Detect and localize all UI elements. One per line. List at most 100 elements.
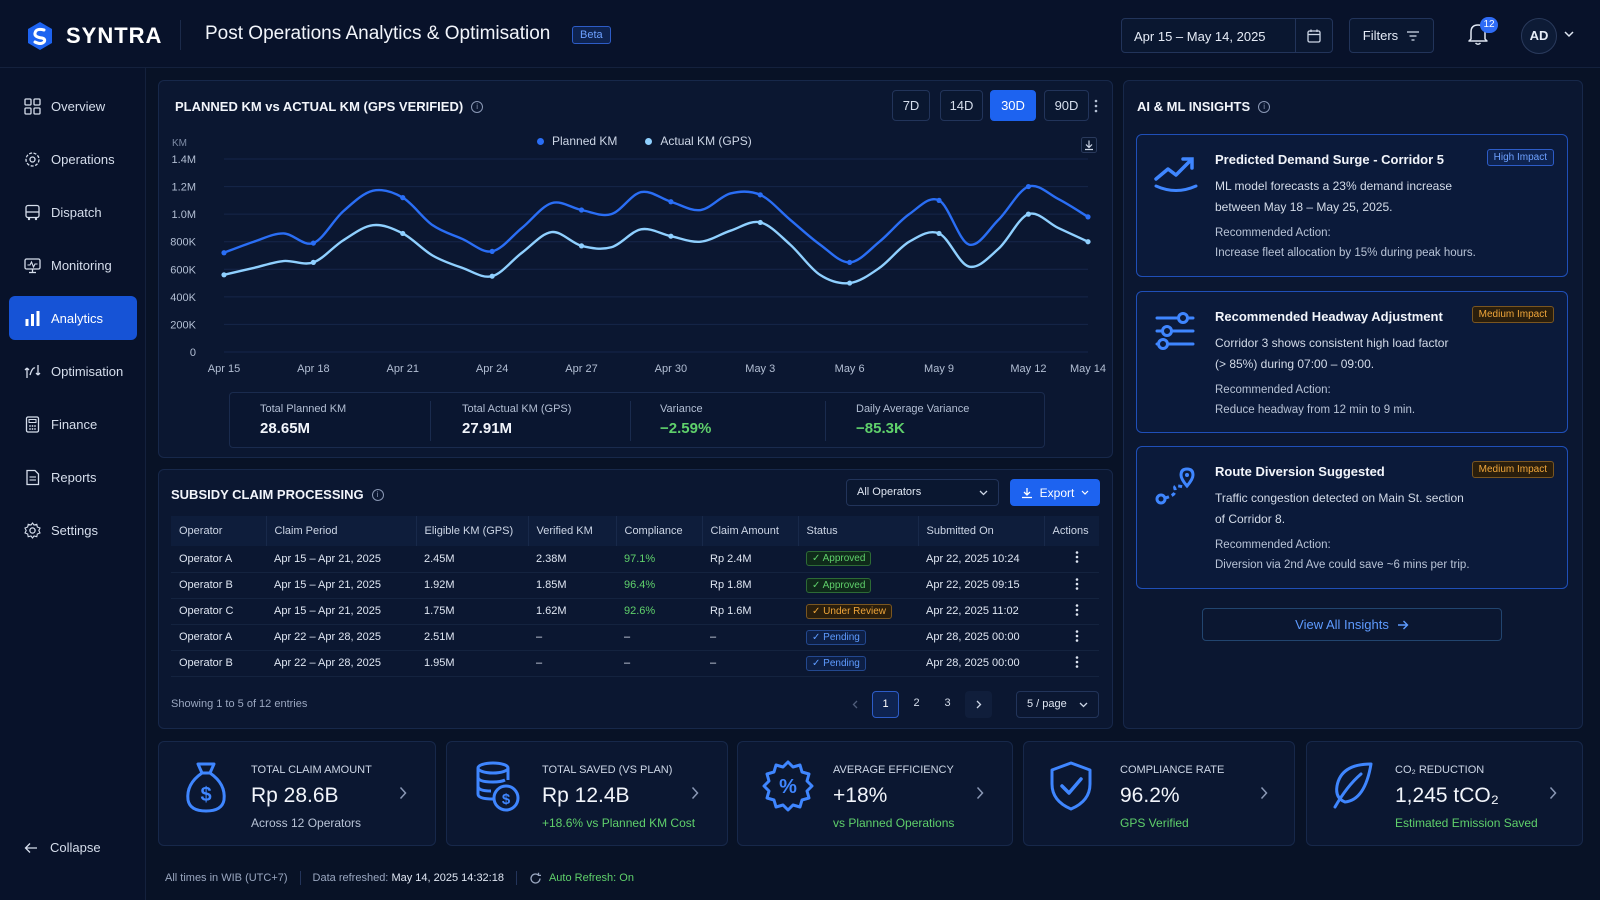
view-all-insights-button[interactable]: View All Insights [1202,608,1502,641]
series-line-actual [223,212,1089,285]
sidebar-item-reports[interactable]: Reports [9,455,137,499]
insight-card-headway[interactable]: Recommended Headway Adjustment Medium Im… [1136,291,1568,433]
kpi-value: 96.2% [1120,784,1180,807]
pagination-prev-button[interactable] [841,691,868,718]
status-footer: All times in WIB (UTC+7) Data refreshed:… [165,871,634,885]
claims-table-body: Operator A Apr 15 – Apr 21, 2025 2.45M 2.38… [171,546,1099,677]
cell-verified: – [528,624,616,651]
data-point [400,195,406,201]
table-row[interactable]: Operator A Apr 22 – Apr 28, 2025 2.51M – – – ✓… [171,624,1099,651]
pagination-page-2[interactable]: 2 [913,697,920,709]
insight-card-route-diversion[interactable]: Route Diversion Suggested Medium Impact … [1136,446,1568,589]
sidebar-item-finance[interactable]: Finance [9,402,137,446]
check-icon: ✓ [812,657,824,669]
user-avatar[interactable]: AD [1521,18,1557,54]
monitor-icon [24,257,41,273]
kpi-total-saved[interactable]: $ TOTAL SAVED (VS PLAN) Rp 12.4B +18.6% … [446,741,728,846]
pagination-page-1[interactable]: 1 [872,691,899,718]
kpi-average-efficiency[interactable]: % AVERAGE EFFICIENCY +18% vs Planned Ope… [737,741,1013,846]
summary-value: −2.59% [660,420,712,437]
calendar-icon[interactable] [1306,28,1322,44]
data-point [221,250,227,256]
kpi-compliance-rate[interactable]: COMPLIANCE RATE 96.2% GPS Verified [1023,741,1295,846]
operator-filter-select[interactable]: All Operators [846,479,999,506]
y-tick-label: 200K [170,319,196,331]
collapse-sidebar-button[interactable]: Collapse [24,840,101,855]
recommended-action: Recommended Action: Reduce headway from … [1215,380,1415,420]
col-claim-period[interactable]: Claim Period [266,516,417,546]
info-icon[interactable]: i [471,100,484,113]
filters-button[interactable]: Filters [1349,18,1434,53]
legend-planned[interactable]: Planned KM [537,134,617,148]
cell-period: Apr 15 – Apr 21, 2025 [266,572,416,599]
kpi-total-claim-amount[interactable]: $ TOTAL CLAIM AMOUNT Rp 28.6B Across 12 … [158,741,436,846]
chevron-down-icon [1079,702,1088,708]
sidebar-item-overview[interactable]: Overview [9,84,137,128]
table-row[interactable]: Operator B Apr 15 – Apr 21, 2025 1.92M 1.85… [171,572,1099,599]
range-14d-button[interactable]: 14D [940,90,983,121]
more-options-icon[interactable] [1074,655,1080,669]
cell-eligible: 2.51M [416,624,528,651]
col-submitted-on[interactable]: Submitted On [918,516,1045,546]
col-compliance[interactable]: Compliance [616,516,703,546]
sidebar-item-settings[interactable]: Settings [9,508,137,552]
date-range-picker[interactable]: Apr 15 – May 14, 2025 [1121,18,1333,53]
chevron-down-icon[interactable] [1564,30,1574,38]
filters-label: Filters [1362,28,1399,43]
brand-logo[interactable]: SYNTRA [24,20,162,52]
sidebar-item-analytics[interactable]: Analytics [9,296,137,340]
export-button[interactable]: Export [1010,479,1100,506]
status-badge: ✓ Pending [806,655,866,671]
table-row[interactable]: Operator B Apr 22 – Apr 28, 2025 1.95M – – – ✓… [171,650,1099,677]
col-operator[interactable]: Operator [171,516,267,546]
cell-eligible: 1.92M [416,572,528,599]
col-claim-amount[interactable]: Claim Amount [702,516,799,546]
sidebar-item-operations[interactable]: Operations [9,137,137,181]
col-status[interactable]: Status [798,516,919,546]
range-7d-button[interactable]: 7D [892,90,930,121]
download-icon[interactable] [1081,137,1097,153]
range-30d-button[interactable]: 30D [990,90,1036,121]
route-pin-icon [1155,467,1195,505]
data-point [936,230,942,237]
auto-refresh-toggle[interactable]: Auto Refresh: On [529,872,634,885]
insight-line: of Corridor 8. [1215,512,1286,526]
insight-card-demand-surge[interactable]: Predicted Demand Surge - Corridor 5 High… [1136,134,1568,277]
per-page-select[interactable]: 5 / page [1016,691,1099,718]
cell-period: Apr 22 – Apr 28, 2025 [266,650,416,677]
sidebar-item-optimisation[interactable]: Optimisation [9,349,137,393]
more-options-icon[interactable] [1074,629,1080,643]
cell-status: ✓ Pending [798,624,918,651]
summary-total-planned: Total Planned KM 28.65M [260,403,346,437]
more-options-icon[interactable] [1093,98,1099,114]
col-verified-km[interactable]: Verified KM [528,516,617,546]
pagination-page-3[interactable]: 3 [944,697,951,709]
sidebar-item-dispatch[interactable]: Dispatch [9,190,137,234]
cell-compliance: – [616,624,702,651]
claims-table-header: Operator Claim Period Eligible KM (GPS) … [171,516,1099,546]
more-options-icon[interactable] [1074,550,1080,564]
header-row: Operator Claim Period Eligible KM (GPS) … [171,516,1099,546]
col-eligible-km[interactable]: Eligible KM (GPS) [416,516,529,546]
grid-icon [24,97,41,115]
info-icon[interactable]: i [1258,100,1271,113]
summary-label: Total Planned KM [260,403,347,415]
pagination-next-button[interactable] [965,691,992,718]
legend-actual-label: Actual KM (GPS) [660,134,752,148]
cell-eligible: 2.45M [416,546,528,573]
legend-actual[interactable]: Actual KM (GPS) [645,134,752,148]
table-row[interactable]: Operator C Apr 15 – Apr 21, 2025 1.75M 1.62… [171,598,1099,625]
more-options-icon[interactable] [1074,577,1080,591]
more-options-icon[interactable] [1074,603,1080,617]
cell-verified: 2.38M [528,546,616,573]
range-90d-button[interactable]: 90D [1044,90,1089,121]
table-row[interactable]: Operator A Apr 15 – Apr 21, 2025 2.45M 2.38… [171,546,1099,573]
cell-operator: Operator B [171,650,266,677]
info-icon[interactable]: i [371,488,384,501]
optimise-icon [24,364,41,378]
kpi-co2-reduction[interactable]: CO₂ REDUCTION 1,245 tCO₂ Estimated Emiss… [1306,741,1583,846]
shield-check-icon [1050,761,1092,811]
data-point [847,259,853,265]
sidebar-item-monitoring[interactable]: Monitoring [9,243,137,287]
